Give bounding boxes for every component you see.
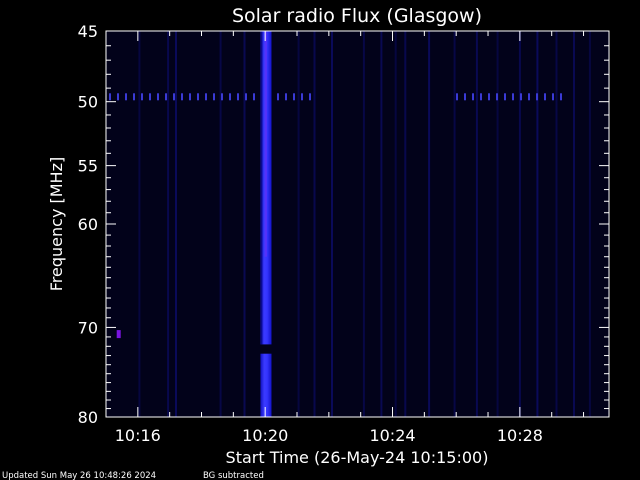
y-tick-label: 45	[78, 22, 98, 41]
interference-mark	[464, 93, 466, 101]
faint-streak	[362, 31, 365, 417]
x-tick-label: 10:24	[369, 426, 415, 445]
faint-streak	[536, 31, 539, 417]
interference-mark	[245, 93, 247, 101]
interference-mark	[560, 93, 562, 101]
burst-hot-core	[264, 31, 268, 257]
interference-mark	[480, 93, 482, 101]
interference-mark	[488, 93, 490, 101]
faint-streak	[475, 31, 478, 417]
x-tick-label: 10:28	[497, 426, 543, 445]
faint-streak	[380, 31, 383, 417]
interference-mark	[133, 93, 135, 101]
interference-mark	[117, 93, 119, 101]
interference-mark	[504, 93, 506, 101]
interference-mark	[189, 93, 191, 101]
interference-mark	[229, 93, 231, 101]
interference-mark	[125, 93, 127, 101]
interference-mark	[293, 93, 295, 101]
hot-pixel-layer	[116, 330, 121, 339]
interference-mark	[109, 93, 111, 101]
radio-burst-layer	[260, 31, 272, 417]
faint-streak	[138, 31, 141, 417]
interference-mark	[197, 93, 199, 101]
burst-edge-left	[260, 31, 263, 345]
interference-mark	[181, 93, 183, 101]
faint-streak	[518, 31, 521, 417]
interference-mark	[528, 93, 530, 101]
faint-streak	[453, 31, 456, 417]
interference-mark	[149, 93, 151, 101]
x-tick-label: 10:20	[242, 426, 288, 445]
interference-mark	[277, 93, 279, 101]
interference-mark	[141, 93, 143, 101]
faint-streak	[573, 31, 575, 417]
burst-lower	[260, 353, 272, 417]
burst-upper	[260, 31, 272, 345]
faint-streak	[404, 31, 407, 417]
interference-mark	[205, 93, 207, 101]
faint-streak	[297, 31, 300, 417]
chart-title: Solar radio Flux (Glasgow)	[232, 5, 482, 27]
faint-streak	[588, 31, 591, 417]
x-tick-label: 10:16	[115, 426, 161, 445]
faint-streak	[428, 31, 431, 417]
interference-mark	[301, 93, 303, 101]
y-tick-label: 70	[78, 318, 98, 337]
interference-mark	[520, 93, 522, 101]
faint-streak	[496, 31, 499, 417]
plot-area	[106, 31, 609, 417]
interference-mark	[221, 93, 223, 101]
interference-mark	[285, 93, 287, 101]
interference-mark	[173, 93, 175, 101]
faint-streak	[167, 31, 170, 417]
footer-updated-text: Updated Sun May 26 10:48:26 2024	[2, 471, 156, 480]
interference-mark	[512, 93, 514, 101]
y-tick-label: 60	[78, 215, 98, 234]
y-tick-label: 50	[78, 93, 98, 112]
faint-streak	[313, 31, 316, 417]
x-axis: 10:16 10:20 10:24 10:28	[105, 31, 585, 445]
interference-mark	[472, 93, 474, 101]
interference-mark	[544, 93, 546, 101]
footer-bg-note: BG subtracted	[203, 471, 264, 480]
interference-mark	[213, 93, 215, 101]
interference-mark	[253, 93, 255, 101]
y-tick-label: 80	[78, 408, 98, 427]
faint-streak	[219, 31, 222, 417]
y-tick-label: 55	[78, 157, 98, 176]
interference-mark	[309, 93, 311, 101]
faint-streak	[175, 31, 177, 417]
faint-streak	[394, 31, 397, 417]
interference-mark	[157, 93, 159, 101]
faint-lines-layer	[138, 31, 591, 417]
interference-mark	[552, 93, 554, 101]
x-axis-title: Start Time (26-May-24 10:15:00)	[226, 448, 489, 467]
interference-mark	[237, 93, 239, 101]
interference-mark	[165, 93, 167, 101]
faint-streak	[555, 31, 558, 417]
faint-streak	[331, 31, 333, 417]
faint-streak	[243, 31, 246, 417]
y-axis: 45 50 55 60 70 80	[78, 22, 609, 427]
y-axis-title: Frequency [MHz]	[47, 157, 66, 291]
hot-pixel	[116, 330, 121, 339]
interference-mark	[496, 93, 498, 101]
interference-mark	[536, 93, 538, 101]
interference-mark	[456, 93, 458, 101]
